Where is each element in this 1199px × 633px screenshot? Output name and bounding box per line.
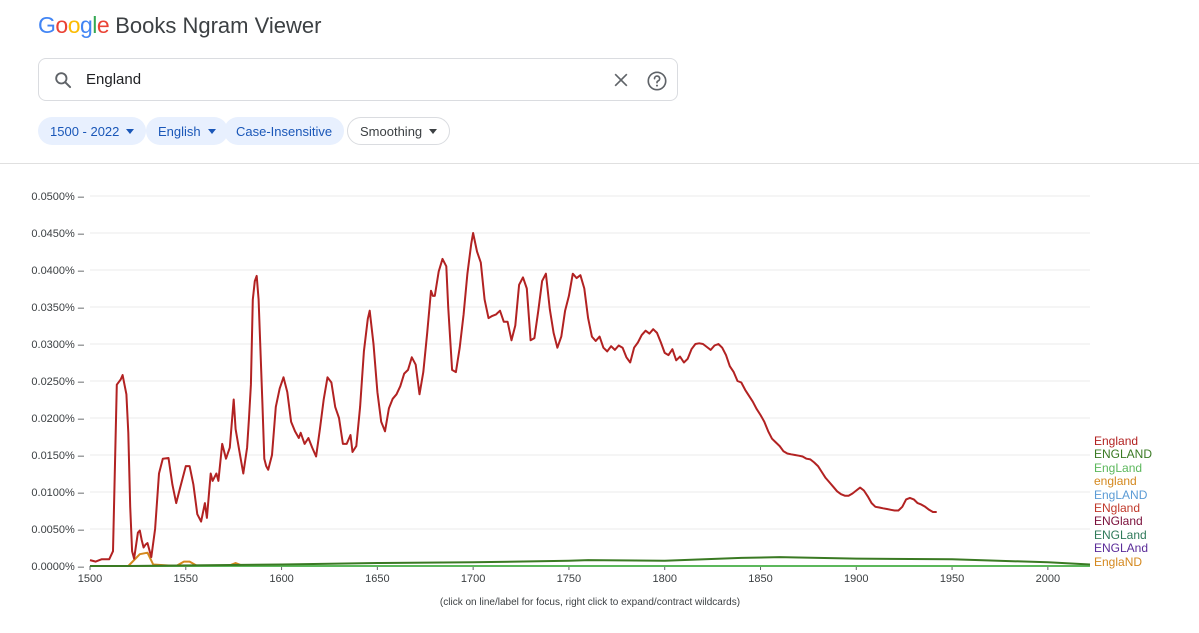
legend-item[interactable]: ENGLand bbox=[1094, 527, 1147, 542]
x-tick-label: 1500 bbox=[78, 573, 102, 585]
case-insensitive-toggle[interactable]: Case-Insensitive bbox=[224, 117, 345, 145]
legend-item[interactable]: EnglaND bbox=[1094, 554, 1143, 569]
series-line-England[interactable] bbox=[89, 232, 937, 563]
legend-item[interactable]: ENGLAnd bbox=[1094, 541, 1149, 556]
gridlines bbox=[90, 195, 1090, 530]
header-divider bbox=[0, 163, 1199, 164]
x-tick-label: 1850 bbox=[748, 573, 772, 585]
y-tick-label: 0.0350% – bbox=[31, 302, 84, 314]
search-box[interactable]: England bbox=[38, 58, 678, 101]
legend-item[interactable]: ENGland bbox=[1094, 514, 1143, 529]
chart-legend[interactable]: England ENGLAND EngLand england EngLAND ENgla… bbox=[1094, 434, 1153, 569]
language-label: English bbox=[158, 123, 201, 139]
help-icon[interactable] bbox=[646, 70, 668, 92]
language-dropdown[interactable]: English bbox=[146, 117, 228, 145]
y-tick-label: 0.0150% – bbox=[31, 450, 84, 462]
y-tick-label: 0.0400% – bbox=[31, 265, 84, 277]
x-tick-label: 1600 bbox=[269, 573, 293, 585]
legend-item[interactable]: england bbox=[1094, 474, 1137, 489]
chart-footnote: (click on line/label for focus, right cl… bbox=[439, 597, 741, 608]
legend-item[interactable]: England bbox=[1094, 434, 1139, 448]
close-icon[interactable] bbox=[611, 70, 631, 90]
smoothing-label: Smoothing bbox=[360, 123, 423, 139]
x-tick-label: 1700 bbox=[461, 573, 485, 585]
legend-item[interactable]: EngLand bbox=[1094, 460, 1143, 475]
search-query[interactable]: England bbox=[86, 71, 142, 88]
y-tick-label: 0.0300% – bbox=[31, 339, 84, 351]
x-tick-label: 2000 bbox=[1036, 573, 1060, 585]
chevron-down-icon bbox=[429, 128, 438, 134]
y-tick-label: 0.0200% – bbox=[31, 413, 84, 425]
product-name: Books Ngram Viewer bbox=[115, 13, 322, 38]
search-icon[interactable] bbox=[53, 70, 73, 90]
x-tick-label: 1800 bbox=[652, 573, 676, 585]
smoothing-dropdown[interactable]: Smoothing bbox=[347, 117, 451, 145]
x-tick-label: 1550 bbox=[174, 573, 198, 585]
series-lines[interactable] bbox=[89, 232, 1091, 567]
logo-letter: o bbox=[67, 12, 81, 38]
y-tick-label: 0.0100% – bbox=[31, 487, 84, 499]
logo-letter: l bbox=[92, 12, 97, 38]
legend-item[interactable]: ENgland bbox=[1094, 501, 1141, 516]
logo-letter: g bbox=[79, 12, 93, 38]
legend-item[interactable]: EngLAND bbox=[1094, 487, 1148, 502]
y-tick-label: 0.0500% – bbox=[31, 191, 84, 203]
logo-letter: e bbox=[96, 12, 110, 38]
logo-letter: G bbox=[38, 12, 56, 38]
y-tick-label: 0.0000% – bbox=[31, 561, 84, 573]
axes: 0.0000% – 0.0050% – 0.0100% – 0.0150% – 0.02… bbox=[31, 191, 1090, 585]
logo-letter: o bbox=[55, 12, 68, 38]
series-line-england[interactable] bbox=[90, 551, 1090, 567]
legend-item[interactable]: ENGLAND bbox=[1094, 447, 1153, 462]
x-tick-label: 1900 bbox=[844, 573, 868, 585]
case-label: Case-Insensitive bbox=[236, 123, 333, 139]
y-tick-label: 0.0250% – bbox=[31, 376, 84, 388]
x-tick-label: 1950 bbox=[940, 573, 964, 585]
chevron-down-icon bbox=[126, 128, 135, 134]
series-line-ENGLAND[interactable] bbox=[90, 556, 1091, 567]
y-tick-label: 0.0050% – bbox=[31, 524, 84, 536]
google-wordmark: Google bbox=[38, 12, 110, 39]
year-range-label: 1500 - 2022 bbox=[50, 123, 120, 139]
ngram-logo[interactable]: Google Books Ngram Viewer bbox=[38, 12, 321, 46]
x-tick-label: 1750 bbox=[557, 573, 581, 585]
ngram-chart[interactable]: 0.0000% – 0.0050% – 0.0100% – 0.0150% – 0.02… bbox=[0, 170, 1199, 590]
year-range-dropdown[interactable]: 1500 - 2022 bbox=[38, 117, 147, 145]
x-tick-label: 1650 bbox=[365, 573, 389, 585]
chevron-down-icon bbox=[207, 128, 216, 134]
y-tick-label: 0.0450% – bbox=[31, 228, 84, 240]
